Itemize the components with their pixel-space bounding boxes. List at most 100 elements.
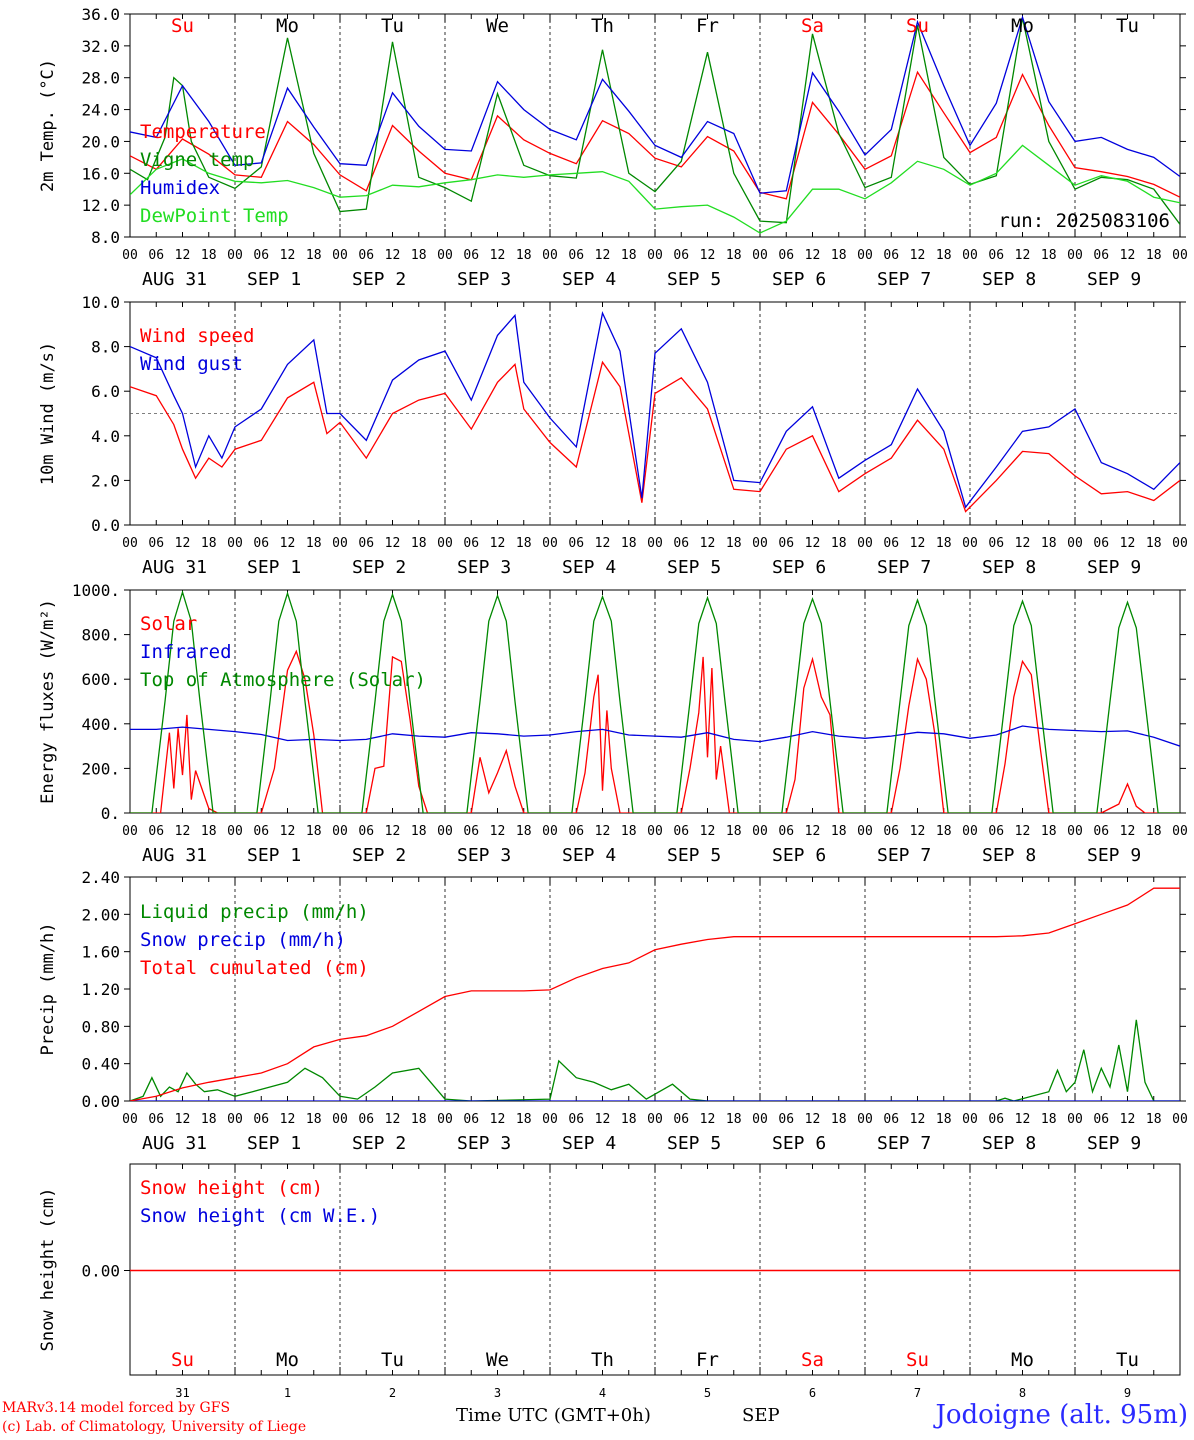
hour-tick-label: 00 [1067, 1112, 1083, 1127]
legend-entry: Humidex [140, 177, 220, 199]
y-axis-label: 2m Temp. (°C) [38, 59, 58, 192]
hour-tick-label: 12 [1015, 1112, 1031, 1127]
day-number-label: 6 [809, 1386, 816, 1400]
hour-tick-label: 00 [437, 248, 453, 263]
hour-tick-label: 06 [463, 1112, 479, 1127]
hour-tick-label: 12 [175, 1112, 191, 1127]
hour-tick-label: 18 [516, 248, 532, 263]
series-line-infrared [130, 725, 1180, 747]
hour-tick-label: 12 [385, 248, 401, 263]
weekday-label: Sa [801, 15, 824, 37]
y-tick-label: 2.40 [81, 868, 120, 887]
day-number-label: 9 [1124, 1386, 1131, 1400]
date-label: SEP 2 [352, 269, 406, 290]
weekday-label: Su [906, 15, 929, 37]
date-label: SEP 7 [877, 1133, 931, 1154]
hour-tick-label: 18 [201, 1112, 217, 1127]
series-line-dewpoint-temp [130, 144, 1180, 234]
hour-tick-label: 18 [306, 1112, 322, 1127]
hour-tick-label: 06 [988, 1112, 1004, 1127]
hour-tick-label: 00 [227, 1112, 243, 1127]
hour-tick-label: 00 [122, 536, 138, 551]
y-tick-label: 600. [81, 670, 120, 689]
hour-tick-label: 06 [148, 248, 164, 263]
y-tick-label: 4.0 [91, 427, 120, 446]
hour-tick-label: 18 [621, 1112, 637, 1127]
date-label: SEP 1 [247, 845, 301, 866]
date-label: SEP 2 [352, 1133, 406, 1154]
hour-tick-label: 06 [568, 824, 584, 839]
hour-tick-label: 12 [1120, 824, 1136, 839]
hour-tick-label: 06 [673, 536, 689, 551]
y-tick-label: 0.40 [81, 1055, 120, 1074]
weekday-label: Tu [1116, 15, 1139, 37]
date-label: SEP 4 [562, 557, 616, 578]
hour-tick-label: 12 [1120, 1112, 1136, 1127]
hour-tick-label: 12 [595, 536, 611, 551]
y-tick-label: 32.0 [81, 37, 120, 56]
hour-tick-label: 18 [1146, 248, 1162, 263]
hour-tick-label: 00 [962, 1112, 978, 1127]
day-number-label: 31 [175, 1386, 189, 1400]
date-label: SEP 5 [667, 1133, 721, 1154]
series-line-liquid-precip-mm-h- [130, 1019, 1180, 1101]
y-axis-label: Snow height (cm) [38, 1188, 58, 1352]
y-axis-label: Energy fluxes (W/m²) [38, 599, 58, 804]
weekday-label: Su [906, 1349, 929, 1371]
hour-tick-label: 06 [148, 1112, 164, 1127]
date-label: SEP 1 [247, 557, 301, 578]
date-label: SEP 2 [352, 557, 406, 578]
date-label: SEP 8 [982, 1133, 1036, 1154]
panel-frame-1 [129, 13, 1181, 238]
date-label: SEP 4 [562, 269, 616, 290]
weekday-label: Mo [276, 1349, 299, 1371]
hour-tick-label: 12 [490, 824, 506, 839]
hour-tick-label: 18 [621, 536, 637, 551]
day-number-label: 4 [599, 1386, 606, 1400]
legend-entry: Wind gust [140, 353, 243, 375]
date-label: SEP 7 [877, 557, 931, 578]
hour-tick-label: 18 [1041, 824, 1057, 839]
y-tick-label: 1.60 [81, 943, 120, 962]
hour-tick-label: 12 [805, 248, 821, 263]
y-tick-label: 400. [81, 715, 120, 734]
hour-tick-label: 12 [175, 536, 191, 551]
credit-line-lab: (c) Lab. of Climatology, University of L… [2, 1419, 307, 1435]
date-label: SEP 3 [457, 1133, 511, 1154]
y-tick-label: 16.0 [81, 164, 120, 183]
hour-tick-label: 00 [122, 1112, 138, 1127]
legend-entry: DewPoint Temp [140, 205, 289, 227]
hour-tick-label: 00 [437, 1112, 453, 1127]
x-axis-title: Time UTC (GMT+0h) [456, 1405, 651, 1426]
hour-tick-label: 06 [1093, 824, 1109, 839]
hour-tick-label: 06 [148, 536, 164, 551]
y-tick-label: 20.0 [81, 132, 120, 151]
series-line-temperature [130, 70, 1180, 200]
y-tick-label: 24.0 [81, 101, 120, 120]
hour-tick-label: 06 [463, 248, 479, 263]
date-label: SEP 5 [667, 557, 721, 578]
hour-tick-label: 00 [752, 248, 768, 263]
date-label: SEP 3 [457, 557, 511, 578]
weekday-label: Th [591, 15, 614, 37]
hour-tick-label: 12 [595, 248, 611, 263]
hour-tick-label: 18 [831, 824, 847, 839]
hour-tick-label: 18 [411, 248, 427, 263]
hour-tick-label: 18 [1146, 824, 1162, 839]
y-tick-label: 0.0 [91, 516, 120, 535]
day-number-label: 1 [284, 1386, 291, 1400]
date-label: SEP 5 [667, 269, 721, 290]
hour-tick-label: 00 [857, 536, 873, 551]
hour-tick-label: 06 [1093, 248, 1109, 263]
hour-tick-label: 06 [1093, 536, 1109, 551]
hour-tick-label: 12 [805, 824, 821, 839]
weekday-label: Su [171, 15, 194, 37]
hour-tick-label: 12 [1120, 248, 1136, 263]
legend-entry: Snow precip (mm/h) [140, 929, 346, 951]
hour-tick-label: 18 [621, 248, 637, 263]
hour-tick-label: 18 [936, 536, 952, 551]
weekday-label: Tu [381, 15, 404, 37]
date-label: SEP 8 [982, 269, 1036, 290]
hour-tick-label: 12 [490, 536, 506, 551]
hour-tick-label: 06 [883, 248, 899, 263]
